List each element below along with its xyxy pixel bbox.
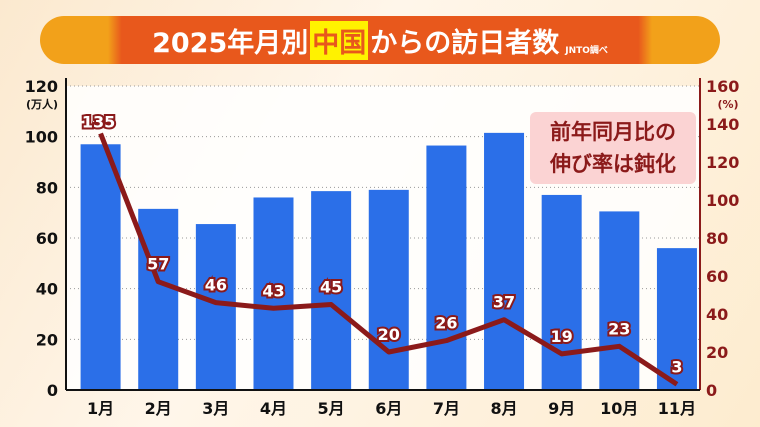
x-tick-label: 8月: [490, 399, 517, 418]
annotation-box: 前年同月比の 伸び率は鈍化: [530, 112, 696, 184]
left-tick-label: 120: [25, 77, 58, 96]
line-data-label: 135: [82, 113, 115, 132]
right-tick-label: 0: [706, 381, 717, 400]
source-label: JNTO調べ: [565, 46, 608, 56]
right-tick-label: 140: [706, 115, 739, 134]
line-data-label: 19: [551, 327, 573, 346]
line-data-label: 45: [320, 278, 342, 297]
left-tick-label: 40: [36, 280, 58, 299]
line-data-label: 23: [608, 319, 630, 338]
left-tick-label: 80: [36, 178, 58, 197]
line-series: [98, 132, 679, 387]
bar: [426, 145, 467, 390]
bar: [484, 132, 525, 390]
title-post: からの訪日者数: [370, 27, 560, 59]
x-tick-label: 9月: [548, 399, 575, 418]
left-tick-label: 100: [25, 128, 58, 147]
bar: [368, 189, 409, 390]
x-tick-label: 4月: [260, 399, 287, 418]
bar: [656, 248, 697, 390]
left-tick-label: 60: [36, 229, 58, 248]
line-data-label: 57: [147, 255, 169, 274]
x-tick-label: 10月: [600, 399, 638, 418]
chart-title: 2025年月別 中国 からの訪日者数 JNTO調べ: [40, 16, 720, 64]
right-tick-label: 40: [706, 305, 728, 324]
note-line2: 伸び率は鈍化: [550, 152, 676, 176]
x-tick-label: 6月: [375, 399, 402, 418]
bar: [80, 144, 121, 390]
bar: [541, 194, 582, 390]
title-pre: 2025年月別: [152, 27, 309, 59]
x-tick-label: 7月: [433, 399, 460, 418]
right-tick-label: 160: [706, 77, 739, 96]
right-tick-label: 120: [706, 153, 739, 172]
right-tick-label: 80: [706, 229, 728, 248]
bar: [311, 191, 352, 390]
left-axis-unit: (万人): [26, 97, 58, 111]
line-data-label: 46: [205, 276, 227, 295]
right-tick-label: 100: [706, 191, 739, 210]
line-data-label: 20: [378, 325, 400, 344]
x-tick-label: 1月: [87, 399, 114, 418]
right-tick-label: 20: [706, 343, 728, 362]
x-tick-label: 2月: [145, 399, 172, 418]
bar: [138, 208, 179, 390]
note-line1: 前年同月比の: [550, 120, 676, 144]
right-tick-label: 60: [706, 267, 728, 286]
line-data-label: 26: [435, 314, 457, 333]
bar: [195, 224, 236, 390]
left-tick-label: 0: [47, 381, 58, 400]
x-tick-label: 3月: [202, 399, 229, 418]
x-tick-label: 11月: [658, 399, 696, 418]
line-data-label: 43: [262, 281, 284, 300]
title-highlight: 中国: [310, 20, 369, 60]
line-data-label: 3: [671, 357, 682, 376]
bar: [253, 197, 294, 390]
x-tick-label: 5月: [318, 399, 345, 418]
right-axis-unit: (%): [717, 98, 738, 111]
left-tick-label: 20: [36, 330, 58, 349]
line-data-label: 37: [493, 293, 515, 312]
bar: [599, 211, 640, 390]
